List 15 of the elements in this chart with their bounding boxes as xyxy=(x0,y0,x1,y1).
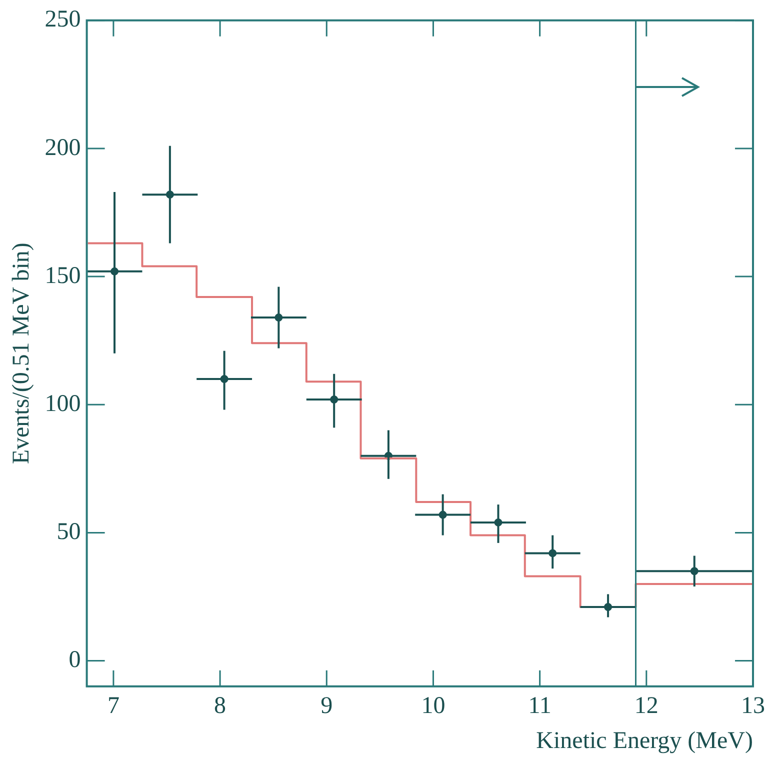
x-tick-label: 12 xyxy=(634,693,658,720)
x-axis-title: Kinetic Energy (MeV) xyxy=(536,728,753,754)
x-tick-label: 9 xyxy=(320,693,333,720)
y-tick-label: 250 xyxy=(44,6,81,33)
x-tick-label: 8 xyxy=(214,693,226,720)
y-axis-title: Events/(0.51 MeV bin) xyxy=(8,242,35,464)
y-tick-label: 150 xyxy=(44,262,81,289)
x-tick-label: 11 xyxy=(528,693,552,720)
y-tick-label: 200 xyxy=(44,134,81,161)
y-tick-label: 100 xyxy=(44,390,81,417)
y-tick-label: 0 xyxy=(68,647,81,674)
x-tick-label: 10 xyxy=(421,693,446,720)
y-tick-label: 50 xyxy=(56,519,81,546)
x-tick-label: 7 xyxy=(107,693,120,720)
x-tick-label: 13 xyxy=(741,693,765,720)
